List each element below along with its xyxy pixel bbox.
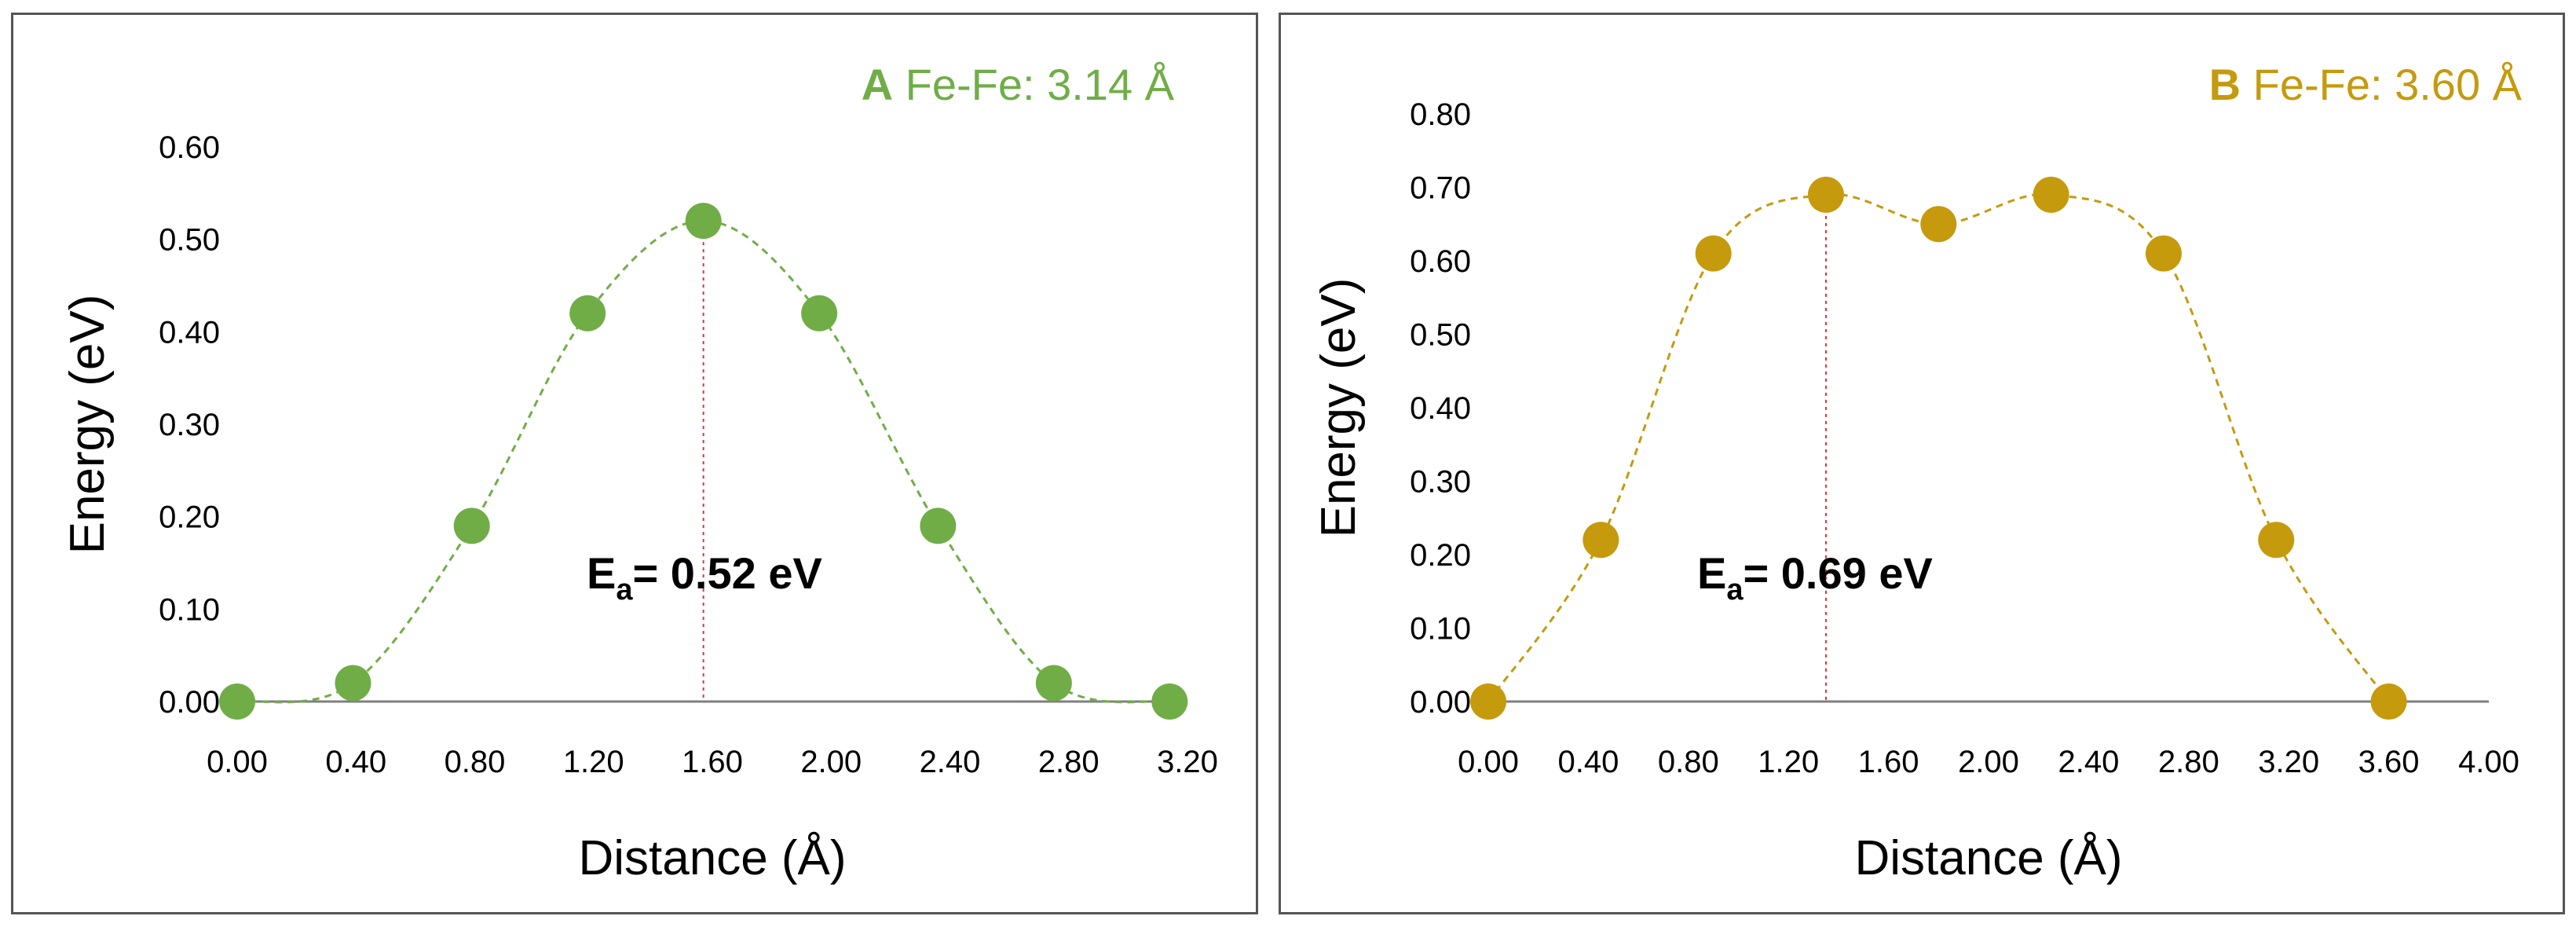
ea-value: = 0.52 eV [633, 548, 822, 598]
energy-profile-chart-a: A Fe-Fe: 3.14 Å 0.00 0.10 0.20 0.30 0.40 0.50 0… [60, 60, 1218, 885]
x-tick-label: 2.00 [1958, 745, 2019, 779]
x-tick-label: 1.60 [682, 745, 743, 779]
x-tick-label: 4.00 [2458, 745, 2519, 779]
y-tick-label: 0.10 [1410, 612, 1471, 647]
x-tick-label: 2.40 [920, 745, 981, 779]
y-tick-label: 0.40 [159, 315, 220, 350]
y-tick-label: 0.20 [1410, 538, 1471, 573]
x-tick-label: 1.20 [1758, 745, 1819, 779]
y-tick-label: 0.80 [1410, 97, 1471, 132]
data-point-3 [569, 295, 606, 332]
data-point-8 [1151, 683, 1188, 720]
x-tick-label: 3.20 [2258, 745, 2319, 779]
x-tick-label: 0.80 [445, 745, 506, 779]
y-tick-label: 0.50 [159, 223, 220, 258]
chart-title: B Fe-Fe: 3.60 Å [2209, 60, 2523, 109]
data-point-5 [801, 295, 838, 332]
x-tick-label: 0.40 [325, 745, 386, 779]
data-point-7 [2258, 522, 2295, 559]
x-tick-label: 3.20 [1157, 745, 1218, 779]
x-tick-label: 2.80 [1038, 745, 1100, 779]
x-tick-label: 1.20 [563, 745, 624, 779]
y-tick-label: 0.10 [159, 592, 220, 627]
energy-curve [236, 219, 1170, 704]
activation-energy-label: Ea= 0.52 eV [587, 548, 822, 606]
data-point-4 [685, 203, 722, 240]
y-tick-label: 0.00 [159, 685, 220, 720]
data-point-0 [1470, 683, 1506, 720]
data-point-1 [335, 665, 371, 702]
y-tick-label: 0.60 [159, 130, 220, 165]
x-axis-title: Distance (Å) [578, 831, 846, 885]
chart-panel-b: B Fe-Fe: 3.60 Å 0.00 0.10 0.20 0.30 0.40 0.50 0… [1279, 13, 2565, 914]
data-point-4 [1920, 206, 1957, 243]
x-tick-label: 3.60 [2358, 745, 2420, 779]
y-tick-label: 0.70 [1410, 171, 1471, 206]
y-tick-label: 0.30 [159, 408, 220, 442]
activation-energy-label: Ea= 0.69 eV [1697, 548, 1933, 606]
title-spacer [893, 60, 906, 109]
y-tick-label: 0.50 [1410, 318, 1471, 353]
y-tick-label: 0.40 [1410, 391, 1471, 426]
data-point-2 [1695, 235, 1732, 272]
y-tick-label: 0.20 [159, 500, 220, 535]
data-point-2 [453, 507, 490, 544]
ea-symbol: E [587, 548, 616, 598]
panel-letter: A [862, 60, 893, 109]
chart-title: A Fe-Fe: 3.14 Å [862, 60, 1175, 109]
data-point-5 [2033, 176, 2069, 213]
title-spacer [2241, 60, 2253, 109]
y-axis-title: Energy (eV) [60, 295, 115, 555]
data-point-1 [1583, 522, 1619, 559]
ea-subscript: a [1726, 573, 1744, 606]
y-tick-label: 0.30 [1410, 465, 1471, 500]
data-point-6 [920, 507, 957, 544]
x-tick-label: 2.80 [2158, 745, 2219, 779]
x-axis-title: Distance (Å) [1854, 831, 2122, 885]
chart-panel-a: A Fe-Fe: 3.14 Å 0.00 0.10 0.20 0.30 0.40 0.50 0… [11, 13, 1258, 914]
x-tick-label: 2.00 [800, 745, 862, 779]
y-tick-label: 0.00 [1410, 685, 1471, 720]
title-text: Fe-Fe: 3.60 Å [2253, 60, 2523, 109]
title-text: Fe-Fe: 3.14 Å [906, 60, 1175, 109]
energy-curve [1487, 192, 2390, 702]
x-tick-label: 0.00 [1458, 745, 1519, 779]
y-axis-title: Energy (eV) [1312, 278, 1366, 538]
x-tick-label: 2.40 [2058, 745, 2119, 779]
x-tick-label: 0.40 [1557, 745, 1619, 779]
data-point-8 [2370, 683, 2407, 720]
energy-profile-chart-b: B Fe-Fe: 3.60 Å 0.00 0.10 0.20 0.30 0.40 0.50 0… [1312, 60, 2523, 885]
data-point-0 [219, 683, 255, 720]
panel-letter: B [2209, 60, 2241, 109]
ea-value: = 0.69 eV [1744, 548, 1933, 598]
x-tick-label: 0.80 [1658, 745, 1719, 779]
data-point-3 [1807, 176, 1844, 213]
x-tick-label: 1.60 [1858, 745, 1919, 779]
data-point-6 [2145, 235, 2182, 272]
x-tick-label: 0.00 [207, 745, 268, 779]
data-point-7 [1035, 665, 1072, 702]
ea-symbol: E [1697, 548, 1726, 598]
ea-subscript: a [616, 573, 633, 606]
y-tick-label: 0.60 [1410, 244, 1471, 279]
